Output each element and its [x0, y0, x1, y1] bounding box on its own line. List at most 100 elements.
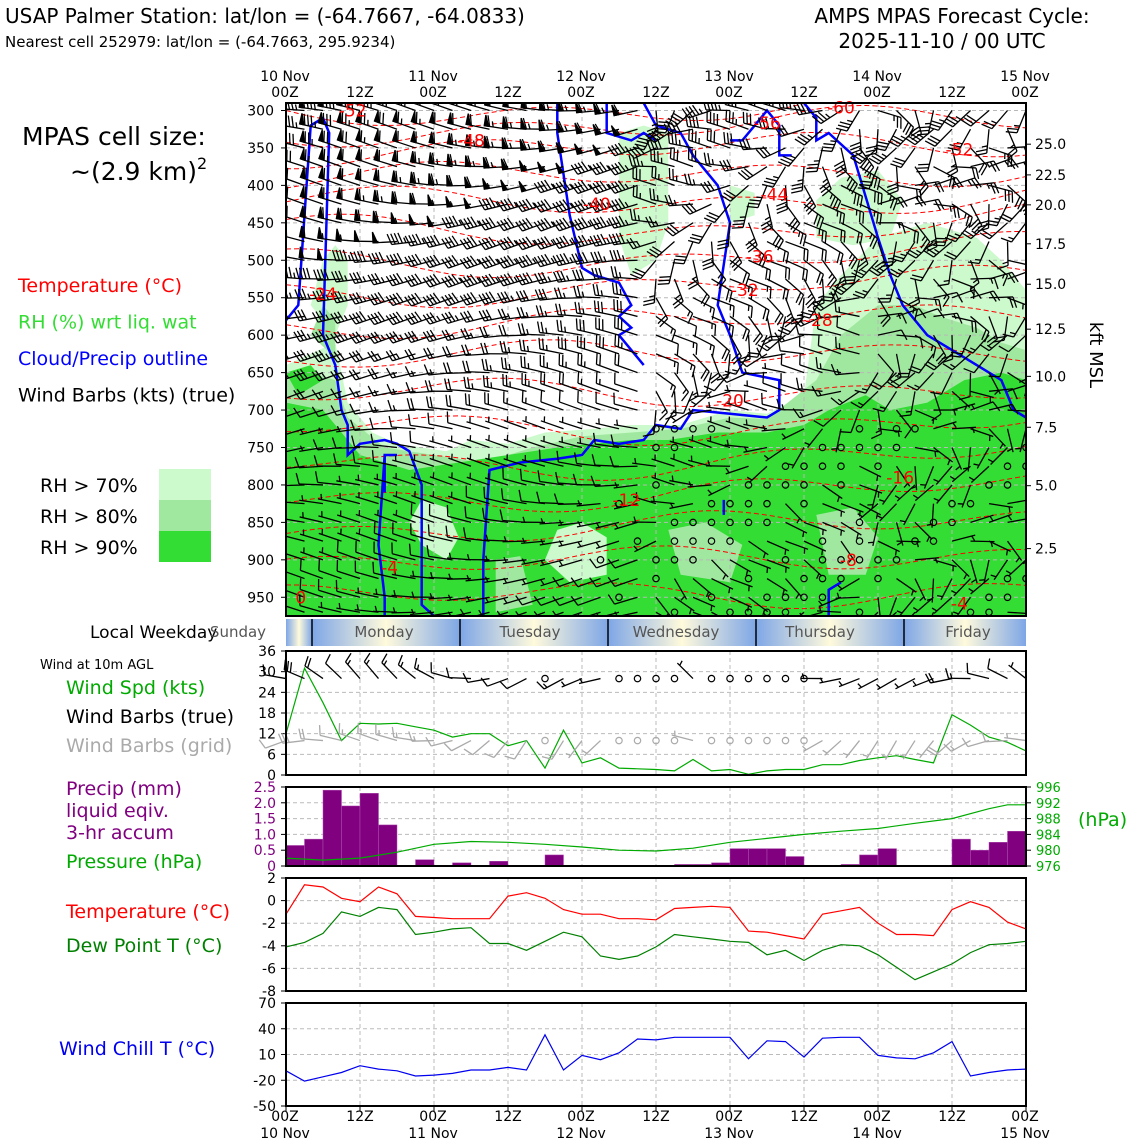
- upper-wind-barb: [577, 353, 601, 374]
- upper-wind-barb: [519, 468, 546, 486]
- upper-wind-barb: [970, 514, 994, 524]
- upper-wind-barb: [286, 391, 287, 393]
- upper-wind-barb: [891, 611, 897, 616]
- upper-wind-barb: [448, 472, 472, 486]
- upper-wind-barb: [459, 310, 490, 323]
- upper-wind-barb: [553, 493, 583, 505]
- upper-wind-barb: [286, 535, 305, 542]
- temperature-label: -28: [805, 311, 833, 331]
- upper-wind-barb: [286, 185, 305, 205]
- upper-wind-barb: [798, 297, 824, 319]
- upper-wind-barb: [410, 111, 435, 130]
- wind-barb-grid: [425, 736, 453, 747]
- upper-wind-barb: [803, 540, 827, 556]
- upper-wind-barb: [313, 455, 342, 467]
- upper-wind-barb: [892, 424, 901, 433]
- upper-wind-barb: [485, 453, 509, 467]
- upper-wind-barb: [792, 408, 823, 419]
- upper-wind-barb: [737, 353, 768, 368]
- upper-wind-barb: [286, 353, 287, 355]
- upper-wind-barb: [533, 199, 564, 213]
- upper-wind-barb: [837, 556, 845, 564]
- upper-wind-barb: [706, 128, 731, 149]
- upper-wind-barb: [286, 465, 305, 470]
- top-12z-label: 12Z: [790, 85, 817, 101]
- upper-wind-barb: [914, 334, 937, 359]
- upper-wind-barb: [669, 475, 694, 486]
- y-tick-label: 70: [258, 996, 276, 1012]
- upper-wind-barb: [877, 503, 897, 522]
- upper-wind-barb: [854, 372, 879, 394]
- upper-wind-barb: [1007, 409, 1026, 412]
- upper-wind-barb: [428, 111, 453, 130]
- upper-wind-barb: [447, 435, 472, 449]
- upper-wind-barb: [849, 147, 879, 165]
- upper-wind-barb: [428, 593, 453, 600]
- upper-wind-barb: [500, 488, 527, 505]
- wind-barb-grid: [881, 740, 898, 760]
- top-day-label: 11 Nov: [408, 69, 458, 85]
- temperature-label: -48: [457, 131, 485, 151]
- precip-bar: [951, 838, 971, 867]
- upper-wind-barb: [318, 511, 342, 524]
- upper-wind-barb: [729, 297, 753, 318]
- upper-wind-barb: [577, 540, 601, 549]
- upper-wind-barb: [613, 502, 638, 510]
- cell-size-line2: ~(2.9 km)2: [70, 154, 207, 186]
- upper-wind-barb: [803, 559, 823, 579]
- upper-wind-barb: [556, 450, 583, 467]
- weekday-segment: [460, 619, 608, 646]
- upper-wind-barb: [868, 259, 897, 277]
- precip-bar: [1007, 830, 1027, 867]
- upper-wind-barb: [392, 472, 416, 486]
- upper-wind-barb: [689, 424, 697, 433]
- upper-wind-barb: [914, 578, 927, 602]
- upper-wind-barb: [336, 129, 361, 149]
- upper-wind-barb: [407, 414, 435, 430]
- upper-wind-barb: [652, 443, 660, 452]
- rh-hole: [668, 522, 743, 583]
- upper-wind-barb: [703, 203, 731, 224]
- upper-wind-barb: [692, 297, 716, 320]
- top-12z-label: 12Z: [494, 85, 521, 101]
- upper-wind-barb: [466, 435, 490, 449]
- upper-wind-barb: [933, 203, 960, 219]
- upper-wind-barb: [877, 540, 900, 556]
- upper-wind-barb: [409, 591, 435, 598]
- upper-wind-barb: [299, 594, 324, 613]
- upper-wind-barb: [386, 232, 416, 246]
- upper-wind-barb: [840, 203, 865, 224]
- pressure-tick-label: 996: [1036, 781, 1061, 796]
- wind-barb-grid: [357, 722, 379, 742]
- upper-wind-barb: [670, 443, 679, 452]
- upper-wind-barb: [298, 225, 324, 243]
- rh-legend-swatch: [159, 531, 211, 562]
- upper-wind-barb: [570, 199, 601, 213]
- upper-wind-barb: [445, 525, 472, 542]
- upper-wind-barb: [286, 466, 287, 467]
- upper-wind-barb: [933, 166, 956, 189]
- precip-bar: [785, 856, 805, 867]
- upper-wind-barb: [791, 166, 805, 194]
- upper-wind-barb: [738, 138, 768, 151]
- upper-wind-barb: [687, 260, 700, 290]
- upper-wind-barb: [464, 506, 490, 524]
- upper-wind-barb: [445, 196, 472, 208]
- wind-barb-grid: [582, 740, 601, 757]
- upper-wind-barb: [729, 315, 751, 342]
- upper-wind-barb: [872, 390, 898, 413]
- y-tick-label: 1.5: [254, 812, 276, 828]
- upper-wind-barb: [1003, 462, 1012, 471]
- upper-wind-barb: [998, 334, 1026, 353]
- upper-wind-barb: [354, 148, 379, 168]
- upper-wind-barb: [803, 203, 825, 229]
- upper-wind-barb: [410, 503, 435, 524]
- upper-wind-barb: [552, 235, 583, 250]
- upper-wind-barb: [286, 605, 305, 613]
- upper-wind-barb: [1005, 110, 1026, 134]
- upper-wind-barb: [725, 416, 749, 430]
- weekday-label: Thursday: [784, 623, 855, 641]
- temperature-label: -44: [761, 185, 789, 205]
- precip-panel-label: liquid eqiv.: [66, 800, 169, 822]
